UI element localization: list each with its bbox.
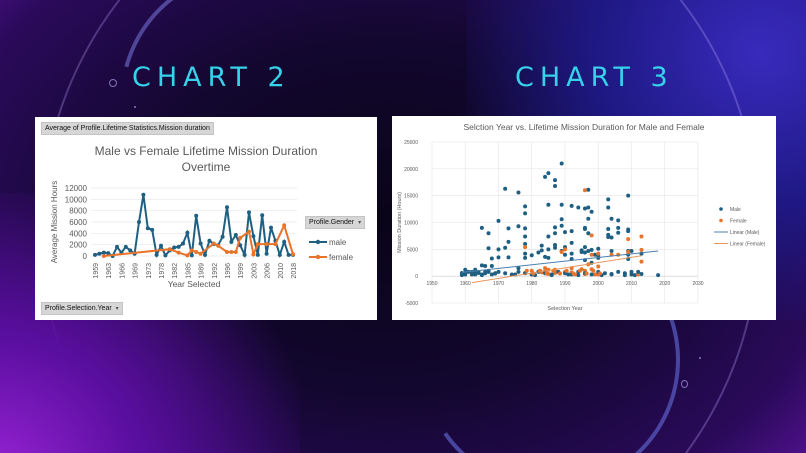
svg-text:2030: 2030 (692, 281, 703, 287)
svg-text:1982: 1982 (172, 263, 179, 279)
svg-text:8000: 8000 (69, 207, 87, 216)
legend-item: Linear (Female) (730, 242, 766, 248)
chart-title: Selction Year vs. Lifetime Mission Durat… (464, 122, 705, 132)
decorative-ring-icon (109, 79, 117, 87)
svg-text:1960: 1960 (460, 281, 471, 287)
svg-text:1963: 1963 (106, 263, 113, 279)
x-axis-label: Selection Year (547, 306, 582, 312)
svg-text:1985: 1985 (185, 263, 192, 279)
svg-text:15000: 15000 (404, 194, 418, 200)
chart-title: Overtime (182, 160, 231, 174)
y-axis-label: Average Mission Hours (50, 181, 59, 264)
chart-2-heading: CHART 2 (132, 62, 291, 93)
legend-item: Linear (Male) (730, 230, 760, 236)
svg-text:-5000: -5000 (405, 301, 418, 307)
trendline (471, 255, 642, 284)
svg-text:20000: 20000 (404, 167, 418, 173)
svg-text:25000: 25000 (404, 140, 418, 146)
legend-item: Female (730, 219, 747, 225)
svg-text:2010: 2010 (278, 263, 285, 279)
line-chart: Male vs Female Lifetime Mission Duration… (50, 144, 354, 289)
svg-text:1992: 1992 (212, 263, 219, 279)
svg-text:2018: 2018 (291, 263, 298, 279)
svg-text:2000: 2000 (69, 241, 87, 250)
svg-text:1966: 1966 (119, 263, 126, 279)
svg-text:0: 0 (415, 274, 418, 280)
legend-field-label: Profile.Gender (309, 219, 355, 226)
svg-text:2000: 2000 (593, 281, 604, 287)
svg-text:2010: 2010 (626, 281, 637, 287)
x-axis-label: Year Selected (168, 279, 221, 289)
axis-field-label: Profile.Selection.Year (45, 305, 112, 312)
axis-field-button[interactable]: Profile.Selection.Year ▾ (41, 302, 123, 315)
svg-text:1996: 1996 (225, 263, 232, 279)
svg-text:2003: 2003 (251, 263, 258, 279)
svg-text:1959: 1959 (93, 263, 100, 279)
svg-text:1989: 1989 (199, 263, 206, 279)
svg-text:5000: 5000 (407, 247, 418, 253)
value-field-button[interactable]: Average of Profile.Lifetime Statistics.M… (41, 122, 214, 135)
svg-text:12000: 12000 (65, 184, 88, 193)
trendline (461, 250, 659, 273)
svg-text:1950: 1950 (426, 281, 437, 287)
dropdown-icon: ▾ (358, 220, 362, 226)
svg-text:1970: 1970 (493, 281, 504, 287)
svg-text:1990: 1990 (559, 281, 570, 287)
svg-text:1973: 1973 (146, 263, 153, 279)
svg-text:2020: 2020 (659, 281, 670, 287)
decorative-ring-icon (681, 380, 688, 388)
chart-3-panel: Selction Year vs. Lifetime Mission Durat… (392, 116, 776, 320)
legend-field-button[interactable]: Profile.Gender ▾ (305, 216, 366, 229)
legend-male: male (329, 238, 347, 247)
value-field-label: Average of Profile.Lifetime Statistics.M… (45, 125, 210, 132)
decorative-dot-icon (699, 357, 701, 359)
svg-text:1978: 1978 (159, 263, 166, 279)
svg-text:6000: 6000 (69, 218, 87, 227)
svg-text:10000: 10000 (404, 221, 418, 227)
scatter-chart: Selction Year vs. Lifetime Mission Durat… (397, 122, 766, 312)
legend-item: Male (730, 207, 741, 213)
svg-text:1999: 1999 (238, 263, 245, 279)
svg-text:0: 0 (83, 252, 88, 261)
chart-2-panel: Average of Profile.Lifetime Statistics.M… (35, 117, 377, 320)
chart-title: Male vs Female Lifetime Mission Duration (95, 144, 318, 158)
svg-text:2006: 2006 (265, 263, 272, 279)
y-axis-label: Mission Duration (Hours) (397, 192, 403, 253)
svg-text:10000: 10000 (65, 195, 88, 204)
svg-text:1969: 1969 (133, 263, 140, 279)
legend-female: female (329, 253, 354, 262)
dropdown-icon: ▾ (115, 306, 119, 312)
svg-text:4000: 4000 (69, 229, 87, 238)
series-line-male (94, 194, 293, 259)
chart-3-heading: CHART 3 (515, 62, 674, 93)
decorative-dot-icon (134, 106, 136, 108)
svg-text:1980: 1980 (526, 281, 537, 287)
